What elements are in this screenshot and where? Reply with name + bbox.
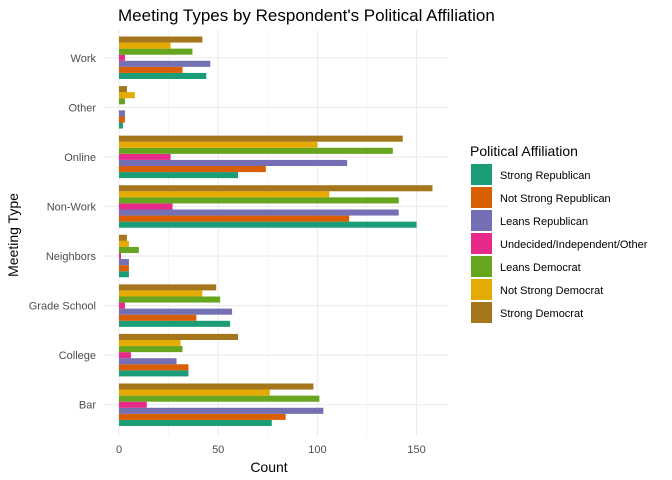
legend-label: Strong Democrat — [500, 308, 583, 320]
y-tick-label: Online — [64, 152, 96, 164]
x-tick-label: 150 — [407, 444, 425, 456]
legend-swatch — [471, 233, 492, 254]
bar — [119, 346, 183, 353]
bar — [119, 153, 171, 160]
y-axis-ticks: Work Other Online Non-Work Neighbors Grade Sc… — [29, 53, 97, 412]
y-tick-label: Bar — [79, 400, 96, 412]
bar — [119, 221, 417, 228]
bar — [119, 116, 125, 123]
x-tick-label: 50 — [212, 444, 224, 456]
bar — [119, 135, 403, 142]
bar — [119, 86, 127, 93]
bar — [119, 240, 129, 247]
bar — [119, 185, 433, 192]
chart-title: Meeting Types by Respondent's Political … — [118, 6, 495, 25]
bar — [119, 395, 320, 402]
bar — [119, 246, 139, 253]
legend-label: Strong Republican — [500, 170, 591, 182]
x-tick-label: 0 — [116, 444, 122, 456]
bar — [119, 407, 324, 414]
bar — [119, 389, 270, 396]
x-tick-label: 100 — [308, 444, 326, 456]
bar — [119, 352, 131, 359]
y-tick-label: Other — [68, 102, 96, 114]
bar — [119, 147, 393, 154]
bar — [119, 358, 177, 365]
bar — [119, 54, 125, 61]
bar — [119, 413, 286, 420]
legend-label: Leans Republican — [500, 216, 588, 228]
bar — [119, 284, 217, 291]
legend-swatch — [471, 302, 492, 323]
legend: Strong Republican Not Strong Republican Le… — [471, 164, 648, 323]
legend-swatch — [471, 256, 492, 277]
y-axis-title: Meeting Type — [5, 193, 21, 277]
x-axis-ticks: 0 50 100 150 — [116, 444, 426, 456]
legend-swatch — [471, 164, 492, 185]
bar — [119, 36, 203, 43]
bar — [119, 122, 123, 129]
bar — [119, 98, 125, 105]
legend-swatch — [471, 187, 492, 208]
bar — [119, 308, 233, 315]
y-tick-label: Work — [71, 53, 97, 65]
y-tick-label: Neighbors — [46, 251, 97, 263]
bar — [119, 259, 129, 266]
bar — [119, 60, 211, 67]
y-tick-label: Grade School — [29, 301, 96, 313]
legend-label: Leans Democrat — [500, 262, 581, 274]
bar — [119, 141, 318, 148]
bar — [119, 209, 399, 216]
legend-label: Not Strong Republican — [500, 193, 611, 205]
bar — [119, 191, 330, 198]
legend-swatch — [471, 210, 492, 231]
bar — [119, 215, 350, 222]
bar — [119, 203, 173, 210]
bar — [119, 42, 171, 49]
bar — [119, 197, 399, 204]
bar — [119, 290, 203, 297]
bar — [119, 419, 272, 426]
bar — [119, 66, 183, 73]
bar — [119, 165, 266, 173]
y-tick-label: College — [59, 350, 96, 362]
bar — [119, 48, 193, 55]
bar — [119, 234, 127, 241]
bar — [119, 72, 207, 79]
bar — [119, 92, 135, 99]
bar — [119, 320, 231, 327]
legend-swatch — [471, 279, 492, 300]
bar — [119, 159, 348, 166]
bar — [119, 172, 239, 179]
bar — [119, 265, 129, 272]
bar — [119, 296, 221, 303]
bar — [119, 314, 197, 321]
bar — [119, 110, 125, 117]
bar — [119, 333, 239, 340]
bar — [119, 252, 121, 260]
x-axis-title: Count — [250, 459, 287, 475]
bar — [119, 370, 189, 377]
bar — [119, 364, 189, 371]
bar — [119, 383, 314, 390]
bar — [119, 401, 147, 408]
bar — [119, 271, 129, 278]
legend-label: Undecided/Independent/Other — [500, 239, 648, 251]
bars — [119, 36, 433, 426]
legend-title: Political Affiliation — [470, 143, 578, 159]
y-tick-label: Non-Work — [47, 201, 97, 213]
bar — [119, 302, 125, 309]
legend-label: Not Strong Democrat — [500, 285, 603, 297]
bar — [119, 339, 181, 347]
